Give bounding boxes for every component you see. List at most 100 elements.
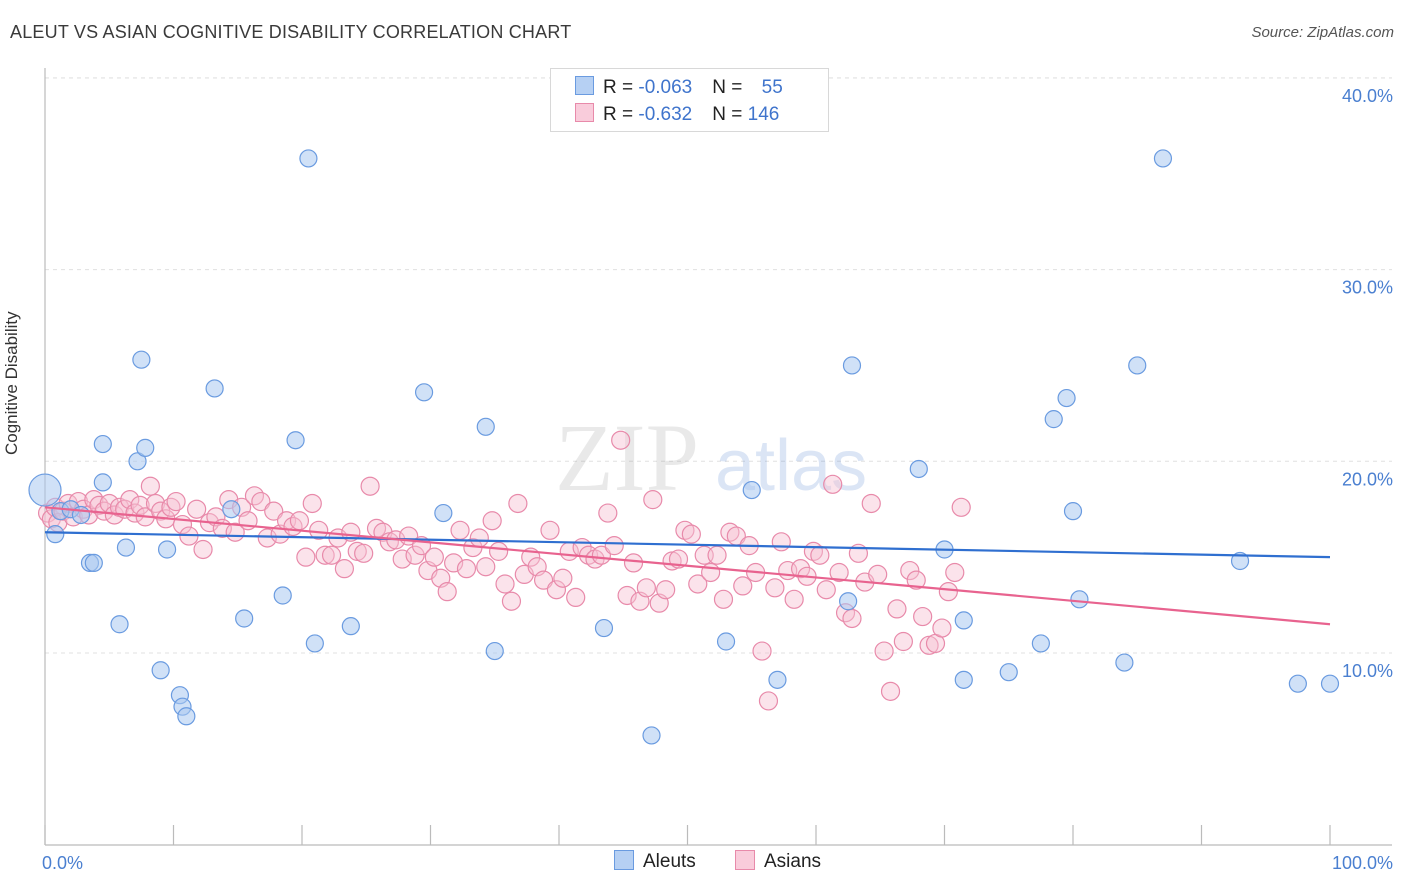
asian-point bbox=[604, 536, 624, 556]
asian-point bbox=[193, 539, 213, 560]
asian-point bbox=[456, 559, 477, 579]
asian-point bbox=[140, 476, 160, 496]
bottom-legend-label: Asians bbox=[764, 851, 822, 872]
aleut-swatch bbox=[575, 76, 594, 95]
legend-r-value: -0.632 bbox=[638, 104, 693, 125]
asian-point bbox=[501, 591, 522, 611]
aleut-point bbox=[909, 459, 928, 479]
y-tick-label: 10.0% bbox=[1342, 661, 1393, 681]
asians-swatch bbox=[735, 850, 755, 870]
asian-point bbox=[906, 570, 926, 590]
aleut-point bbox=[999, 663, 1018, 682]
asian-point bbox=[861, 493, 881, 514]
grid bbox=[45, 77, 1392, 654]
aleut-point bbox=[434, 503, 453, 523]
asian-point bbox=[765, 578, 785, 598]
y-tick-label: 20.0% bbox=[1342, 469, 1393, 489]
aleut-point bbox=[485, 641, 504, 661]
aleut-point bbox=[93, 434, 112, 454]
asian-point bbox=[823, 474, 843, 494]
asian-point bbox=[450, 520, 470, 540]
asian-point bbox=[257, 528, 277, 548]
asian-point bbox=[611, 430, 631, 450]
asian-point bbox=[302, 493, 322, 514]
asian-point bbox=[880, 681, 901, 701]
aleut-trend-line bbox=[44, 531, 1331, 559]
asian-point bbox=[495, 574, 515, 594]
asian-point bbox=[713, 589, 734, 609]
aleut-point bbox=[151, 661, 170, 680]
aleut-point bbox=[414, 383, 434, 402]
legend-n-value: 55 bbox=[761, 77, 783, 98]
aleut-point bbox=[476, 417, 495, 436]
axes bbox=[44, 68, 1392, 846]
aleut-point bbox=[93, 473, 112, 492]
asian-point bbox=[566, 587, 586, 608]
asian-point bbox=[187, 499, 207, 519]
x-tick-label: 0.0% bbox=[42, 853, 83, 873]
asian-swatch bbox=[575, 103, 594, 122]
asian-point bbox=[424, 547, 444, 567]
aleut-point bbox=[742, 480, 761, 500]
asian-point bbox=[321, 545, 342, 565]
aleut-point bbox=[205, 379, 224, 398]
aleut-point bbox=[1320, 674, 1340, 693]
aleut-point bbox=[839, 592, 858, 611]
aleut-point bbox=[235, 609, 254, 628]
asian-point bbox=[553, 568, 573, 588]
trend-lines bbox=[44, 506, 1331, 626]
aleut-point bbox=[132, 350, 151, 369]
aleut-point bbox=[1128, 356, 1147, 375]
aleut-point bbox=[286, 431, 305, 450]
aleut-point bbox=[136, 438, 155, 457]
tick-labels: 10.0% 20.0% 30.0% 40.0% 0.0% 100.0% bbox=[42, 86, 1393, 873]
aleut-point bbox=[1288, 674, 1307, 693]
aleut-point bbox=[128, 452, 147, 471]
legend: R = -0.063 N = 55 R = -0.632 N = 146 bbox=[550, 68, 829, 132]
aleut-point bbox=[273, 586, 292, 605]
asian-point bbox=[405, 545, 425, 565]
aleut-point bbox=[1115, 653, 1134, 672]
asian-point bbox=[810, 545, 830, 565]
aleut-point bbox=[716, 632, 736, 651]
bottom-legend-asians: Asians bbox=[735, 850, 821, 873]
asian-point bbox=[591, 545, 612, 565]
asian-point bbox=[688, 574, 708, 594]
asian-point bbox=[752, 641, 772, 661]
aleut-point bbox=[222, 500, 241, 519]
asian-point bbox=[166, 491, 186, 512]
source-label: Source: ZipAtlas.com bbox=[1251, 24, 1394, 41]
asian-point bbox=[251, 491, 271, 512]
aleut-point bbox=[1063, 502, 1083, 521]
x-tick-label: 100.0% bbox=[1332, 853, 1393, 873]
aleut-point bbox=[768, 670, 787, 689]
aleut-point bbox=[954, 670, 973, 689]
aleut-point bbox=[1057, 388, 1076, 408]
y-tick-label: 30.0% bbox=[1342, 278, 1393, 298]
aleut-point bbox=[177, 707, 196, 726]
watermark-zip: ZIP bbox=[555, 404, 699, 511]
asian-point bbox=[945, 562, 965, 583]
aleut-point bbox=[299, 149, 318, 168]
asian-point bbox=[533, 570, 554, 590]
asian-point bbox=[913, 606, 933, 627]
asian-point bbox=[315, 545, 335, 565]
y-tick-label: 40.0% bbox=[1342, 86, 1393, 106]
aleuts-swatch bbox=[614, 850, 634, 870]
asian-point bbox=[296, 547, 316, 567]
aleut-point bbox=[1031, 634, 1050, 653]
asian-point bbox=[354, 543, 374, 563]
legend-r-label: R = bbox=[603, 104, 639, 125]
asian-point bbox=[829, 562, 849, 583]
asian-point bbox=[733, 576, 753, 596]
asian-point bbox=[546, 580, 567, 600]
aleut-points bbox=[28, 149, 1340, 745]
asian-point bbox=[476, 557, 496, 577]
asian-point bbox=[392, 549, 412, 569]
watermark: ZIP atlas bbox=[555, 404, 867, 511]
asian-trend-line bbox=[44, 506, 1331, 626]
asian-point bbox=[482, 511, 502, 531]
asian-point bbox=[130, 495, 150, 515]
asian-points bbox=[37, 430, 971, 711]
